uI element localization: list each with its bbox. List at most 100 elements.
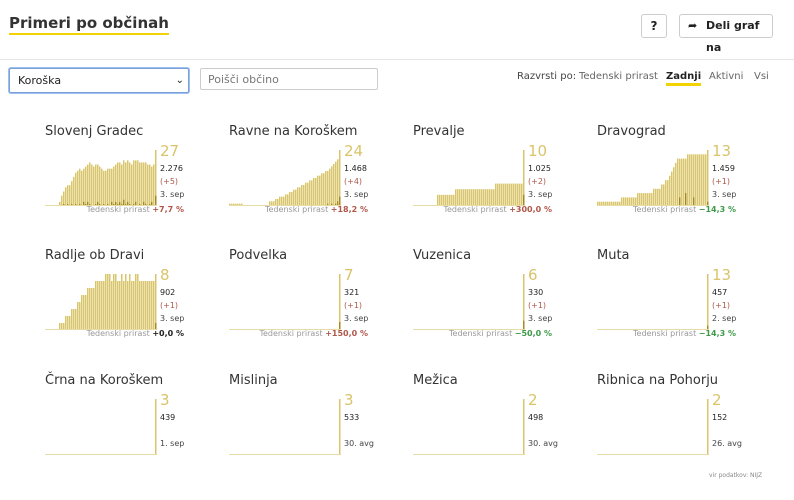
municipality-card[interactable]: Vuzenica 6 330 (+1) 3. sep Tedenski prirast −… <box>413 248 593 358</box>
municipality-name: Dravograd <box>597 124 666 139</box>
active-bar <box>449 194 451 206</box>
active-bar <box>679 158 681 206</box>
municipality-card[interactable]: Podvelka 7 321 (+1) 3. sep Tedenski prirast +… <box>229 248 409 358</box>
active-bar <box>155 150 157 206</box>
active-bar <box>91 288 93 330</box>
municipality-card[interactable]: Prevalje 10 1.025 (+2) 3. sep Tedenski priras… <box>413 124 593 234</box>
new-cases-bar <box>143 201 145 206</box>
active-bar <box>321 173 323 206</box>
municipality-card[interactable]: Ravne na Koroškem 24 1.468 (+4) 3. sep Tedens… <box>229 124 409 234</box>
weekly-growth: Tedenski prirast +18,2 % <box>229 205 368 214</box>
region-select[interactable]: Koroška ⌄ <box>9 68 189 93</box>
new-cases-bar <box>89 203 91 206</box>
active-bar <box>687 154 689 206</box>
active-bar <box>311 180 313 206</box>
sparkline-chart <box>229 399 341 455</box>
active-cases: 3 <box>160 391 170 409</box>
active-bar <box>633 197 635 206</box>
active-bar <box>85 295 87 330</box>
active-bar <box>143 281 145 330</box>
municipality-name: Mežica <box>413 373 458 388</box>
active-bar <box>521 183 523 206</box>
active-bar <box>657 188 659 206</box>
active-bar <box>605 201 607 206</box>
municipality-card[interactable]: Črna na Koroškem 3 439 1. sep <box>45 373 225 483</box>
active-bar <box>685 158 687 206</box>
active-bar <box>121 274 123 330</box>
active-bar <box>323 173 325 206</box>
weekly-growth: Tedenski prirast +300,0 % <box>413 205 552 214</box>
active-bar <box>229 203 231 206</box>
new-cases-bar <box>95 203 97 206</box>
active-bar <box>469 189 471 206</box>
active-bar <box>81 170 83 206</box>
sort-option-weekly[interactable]: Tedenski prirast <box>579 71 658 82</box>
active-bar <box>113 166 115 206</box>
municipality-card[interactable]: Slovenj Gradec 27 2.276 (+5) 3. sep Tedenski … <box>45 124 225 234</box>
search-input[interactable] <box>200 68 378 90</box>
new-cases-bar <box>99 203 101 206</box>
active-bar <box>691 154 693 206</box>
municipality-card[interactable]: Muta 13 457 (+1) 2. sep Tedenski prirast −14,… <box>597 248 777 358</box>
share-button[interactable]: ➦ Deli graf na <box>679 14 773 54</box>
total-cases: 321 <box>344 288 360 297</box>
active-bar <box>475 189 477 206</box>
active-cases: 3 <box>344 391 354 409</box>
active-bar <box>105 170 107 206</box>
active-bar <box>509 183 511 206</box>
municipality-name: Muta <box>597 248 630 263</box>
active-bar <box>467 189 469 206</box>
weekly-growth: Tedenski prirast +150,0 % <box>229 329 368 338</box>
municipality-name: Ribnica na Pohorju <box>597 373 719 388</box>
active-bar <box>145 281 147 330</box>
active-bar <box>137 160 139 206</box>
active-bar <box>523 274 525 330</box>
total-cases: 152 <box>712 413 728 422</box>
sort-option-latest[interactable]: Zadnji <box>666 71 702 86</box>
daily-delta: (+1) <box>712 301 731 310</box>
last-date: 3. sep <box>528 190 553 199</box>
sparkline-chart <box>597 150 709 206</box>
active-bar <box>487 189 489 206</box>
active-bar <box>107 274 109 330</box>
active-bar <box>119 162 121 206</box>
active-bar <box>705 154 707 206</box>
weekly-growth-label: Tedenski prirast <box>633 329 697 338</box>
municipality-card[interactable]: Mislinja 3 533 30. avg <box>229 373 409 483</box>
active-bar <box>675 162 677 206</box>
active-bar <box>277 199 279 206</box>
share-button-label: Deli graf na <box>706 19 760 54</box>
municipality-card[interactable]: Dravograd 13 1.459 (+1) 3. sep Tedenski prira… <box>597 124 777 234</box>
active-bar <box>295 189 297 206</box>
active-bar <box>77 170 79 206</box>
municipality-card[interactable]: Ribnica na Pohorju 2 152 26. avg <box>597 373 777 483</box>
total-cases: 1.468 <box>344 164 367 173</box>
active-bar <box>59 323 61 330</box>
active-bar <box>443 194 445 206</box>
active-bar <box>129 162 131 206</box>
active-bar <box>707 399 709 455</box>
last-date: 26. avg <box>712 439 742 448</box>
help-button[interactable]: ? <box>641 14 667 38</box>
sort-option-active[interactable]: Aktivni <box>709 71 744 82</box>
new-cases-bar <box>123 199 125 206</box>
sort-option-all[interactable]: Vsi <box>754 71 769 82</box>
active-bar <box>69 316 71 330</box>
new-cases-bar <box>693 197 695 206</box>
municipality-name: Podvelka <box>229 248 288 263</box>
weekly-growth-label: Tedenski prirast <box>86 329 150 338</box>
active-bar <box>681 158 683 206</box>
active-bar <box>653 188 655 206</box>
active-bar <box>101 281 103 330</box>
active-bar <box>231 203 233 206</box>
active-bar <box>133 281 135 330</box>
data-source-note: vir podatkov: NIJZ <box>709 472 763 479</box>
active-bar <box>61 323 63 330</box>
weekly-growth-value: +18,2 % <box>330 205 368 214</box>
active-bar <box>141 281 143 330</box>
active-bar <box>603 201 605 206</box>
new-cases-bar <box>115 201 117 206</box>
active-bar <box>479 189 481 206</box>
municipality-card[interactable]: Mežica 2 498 30. avg <box>413 373 593 483</box>
municipality-card[interactable]: Radlje ob Dravi 8 902 (+1) 3. sep Tedenski pr… <box>45 248 225 358</box>
